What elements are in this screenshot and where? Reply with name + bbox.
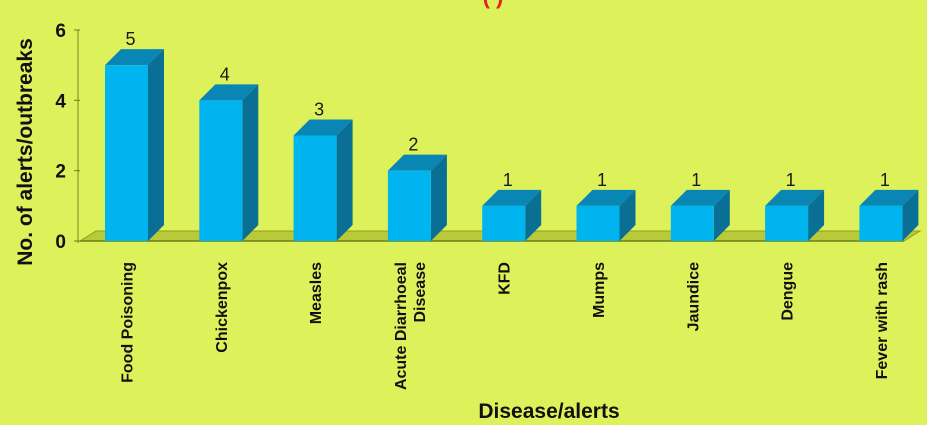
x-category-label: Mumps — [591, 262, 608, 318]
chart-title-fragment: ( ) — [483, 0, 504, 9]
bar — [387, 170, 431, 241]
bar-top — [576, 189, 636, 206]
data-label: 1 — [503, 170, 513, 190]
x-category-label: Dengue — [780, 262, 797, 321]
x-category-label: Jaundice — [685, 262, 702, 331]
bar-top — [387, 154, 447, 171]
bar-top — [105, 49, 164, 66]
y-tick-label: 4 — [55, 91, 66, 112]
bar-top — [670, 189, 730, 206]
bar-side — [808, 189, 825, 241]
x-category-label: Measles — [308, 262, 325, 324]
data-label: 3 — [314, 100, 324, 120]
data-label: 1 — [880, 170, 890, 190]
y-axis-title: No. of alerts/outbreaks — [14, 38, 37, 266]
bar-top — [859, 189, 919, 206]
bar-side — [619, 189, 636, 241]
y-tick-label: 6 — [55, 21, 66, 42]
bar — [859, 205, 903, 241]
bar-top — [482, 189, 542, 206]
x-category-label: Disease — [412, 262, 429, 323]
x-axis-title: Disease/alerts — [478, 400, 619, 423]
x-category-label: Food Poisoning — [120, 262, 137, 383]
y-tick-label: 0 — [55, 232, 66, 253]
bar-side — [525, 189, 542, 241]
bar — [576, 205, 620, 241]
bar-top — [765, 189, 825, 206]
bar — [765, 205, 809, 241]
bar — [482, 205, 526, 241]
data-label: 1 — [691, 170, 701, 190]
bar-side — [336, 119, 353, 241]
bar — [293, 135, 337, 241]
data-label: 1 — [786, 170, 796, 190]
y-tick-label: 2 — [55, 162, 66, 183]
bar-side — [713, 189, 730, 241]
bar-side — [148, 49, 164, 241]
bar-side — [430, 154, 447, 241]
bar-side — [902, 189, 919, 241]
bar — [199, 100, 243, 241]
x-category-label: Fever with rash — [874, 262, 891, 379]
data-label: 2 — [408, 135, 418, 155]
bar — [105, 65, 148, 242]
data-label: 1 — [597, 170, 607, 190]
bar — [670, 205, 714, 241]
bar-side — [242, 84, 259, 241]
bar-top — [293, 119, 353, 136]
data-label: 5 — [125, 29, 135, 49]
bar-top — [199, 84, 259, 101]
data-label: 4 — [220, 64, 230, 84]
x-category-label: Acute Diarrhoeal — [393, 262, 410, 390]
x-category-label: KFD — [497, 262, 514, 295]
x-category-label: Chickenpox — [214, 262, 231, 353]
